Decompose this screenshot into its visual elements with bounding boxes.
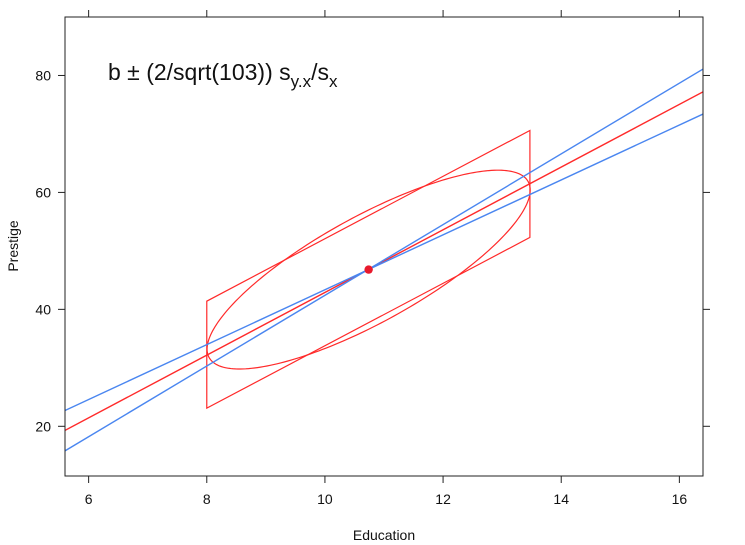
- y-tick-label: 80: [35, 67, 51, 83]
- formula-mid: /s: [311, 59, 329, 85]
- regression-line-2: [65, 114, 703, 410]
- formula-prefix: b ± (2/sqrt(103)) s: [108, 59, 291, 85]
- x-tick-label: 6: [85, 491, 93, 507]
- regression-line-0: [65, 92, 703, 431]
- x-tick-label: 10: [317, 491, 333, 507]
- x-axis-title: Education: [353, 527, 415, 543]
- regression-line-1: [65, 69, 703, 451]
- x-tick-label: 12: [435, 491, 451, 507]
- formula-annotation: b ± (2/sqrt(103)) sy.x/sx: [108, 59, 338, 91]
- plot-frame: [65, 17, 703, 476]
- formula-subscript-yx: y.x: [291, 72, 312, 91]
- y-axis: 20 40 60 80: [35, 67, 710, 434]
- x-tick-label: 16: [672, 491, 688, 507]
- x-tick-label: 8: [203, 491, 211, 507]
- x-tick-label: 14: [553, 491, 569, 507]
- formula-subscript-x: x: [329, 72, 338, 91]
- y-tick-label: 20: [35, 418, 51, 434]
- y-tick-label: 60: [35, 184, 51, 200]
- center-point: [364, 265, 372, 273]
- y-tick-label: 40: [35, 301, 51, 317]
- y-axis-title: Prestige: [5, 220, 21, 272]
- plot-area: [65, 69, 703, 451]
